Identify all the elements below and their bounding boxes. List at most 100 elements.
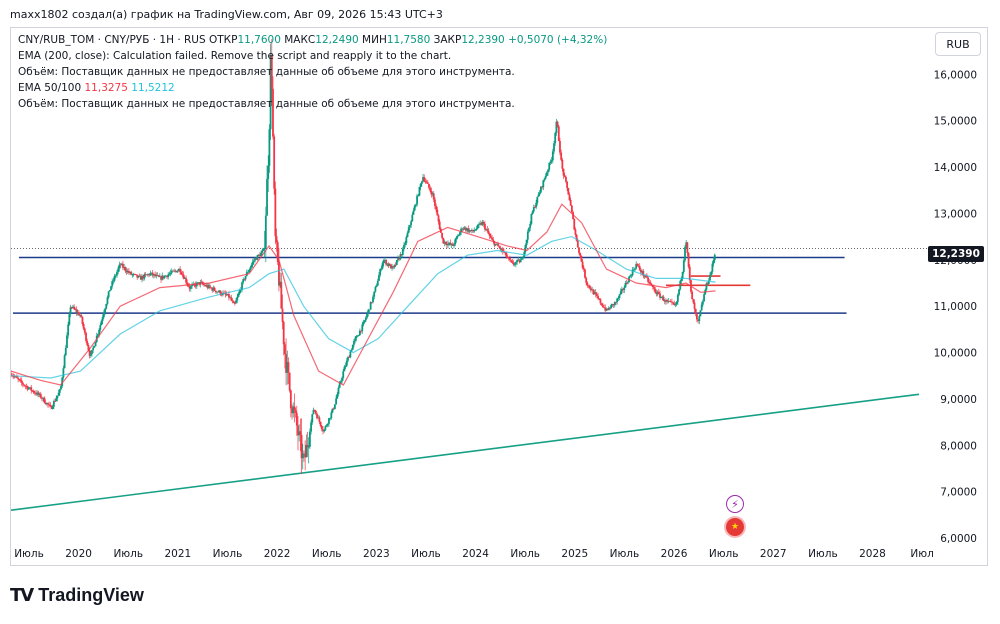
candle-body [345,360,348,366]
candle-body [185,278,187,283]
candle-body [36,392,39,395]
candle-body [211,288,214,291]
candle-body [226,293,229,296]
candle-body [511,261,514,263]
candle-body [673,303,676,305]
candle-body [43,397,46,403]
candle-body [357,335,360,337]
candle-body [258,254,261,257]
candle-body [518,259,521,263]
candle-body [70,307,73,309]
candle-body [693,302,696,309]
y-tick-label: 8,0000 [940,440,977,452]
x-tick-label: Июль [213,548,243,560]
candle-body [203,284,205,286]
candle-body [625,283,628,284]
candle-body [257,254,260,256]
candle-body [194,284,197,287]
candle-body [387,263,390,266]
candle-body [44,402,47,405]
candle-body [563,175,566,177]
x-tick-label: Июль [709,548,739,560]
candle-body [599,299,602,304]
candle-body [143,274,146,279]
candle-body [49,404,52,406]
candle-body [603,307,605,309]
candle-body [392,266,395,268]
candle-body [270,55,273,89]
candle-body [217,291,220,293]
candle-body [25,386,28,387]
ema-label[interactable]: EMA 50/100 [18,82,82,94]
lightning-icon[interactable]: ⚡ [726,495,744,513]
candle-body [349,351,352,358]
candle-body [701,301,704,305]
candle-body [344,365,347,367]
candle-body [354,338,357,341]
candle-body [586,282,589,286]
candle-body [17,378,20,380]
candle-body [705,283,708,290]
price-chart[interactable]: 6,0000 7,0000 8,0000 9,0000 10,0000 11,0000 12… [11,28,987,565]
candle-body [570,205,573,213]
y-tick-label: 10,0000 [934,348,977,360]
candle-body [610,304,613,309]
candle-body [622,289,624,290]
candle-body [189,286,192,289]
candle-body [243,279,246,280]
currency-button[interactable]: RUB [935,32,981,56]
candle-body [120,263,123,266]
candle-body [584,269,586,278]
candle-body [700,304,703,311]
chart-frame [10,27,988,566]
candle-body [426,182,429,184]
candle-body [256,255,259,260]
candle-body [218,290,221,293]
candle-body [636,263,639,266]
candle-body [425,181,428,183]
candle-body [73,306,76,309]
candle-body [237,293,240,297]
candle-body [481,222,484,225]
candle-body [87,345,90,351]
candle-body [634,268,636,270]
candle-body [626,282,629,284]
china-flag-icon[interactable]: ★ [726,518,744,536]
candle-body [107,291,110,298]
candle-body [461,228,464,230]
volume-status-2[interactable]: Объём: Поставщик данных не предоставляет… [18,98,515,110]
open-value: 11,7600 [237,34,281,46]
candle-body [618,294,621,298]
candle-body [350,349,353,352]
candle-body [573,219,576,230]
candle-body [449,242,452,245]
symbol-label[interactable]: CNY/RUB_TOM · CNY/РУБ · 1H · RUS [18,34,206,46]
candle-body [551,151,554,161]
candle-body [268,129,271,166]
volume-status-1[interactable]: Объём: Поставщик данных не предоставляет… [18,66,515,78]
x-tick-label: 2020 [65,548,92,560]
candle-body [513,264,516,266]
candle-body [675,301,678,305]
candle-body [208,285,211,288]
candle-body [312,409,315,415]
candle-body [82,324,85,329]
candle-body [61,377,64,387]
candle-body [38,393,41,395]
tradingview-logo[interactable]: TV TradingView [10,585,144,606]
candle-body [320,426,323,430]
ema50-value: 11,3275 [84,82,128,94]
last-price-tag: 12,2390 [928,246,984,262]
candle-body [680,278,683,281]
candle-body [526,231,529,240]
candle-body [72,306,74,308]
chart-caption: maxx1802 создал(а) график на TradingView… [10,8,443,21]
candle-body [52,401,55,407]
ema200-status[interactable]: EMA (200, close): Calculation failed. Re… [18,50,452,62]
candle-body [164,275,167,277]
candle-body [395,260,398,265]
candle-body [536,196,539,203]
candle-body [145,274,148,276]
candle-body [606,308,609,310]
y-tick-label: 14,0000 [934,162,977,174]
